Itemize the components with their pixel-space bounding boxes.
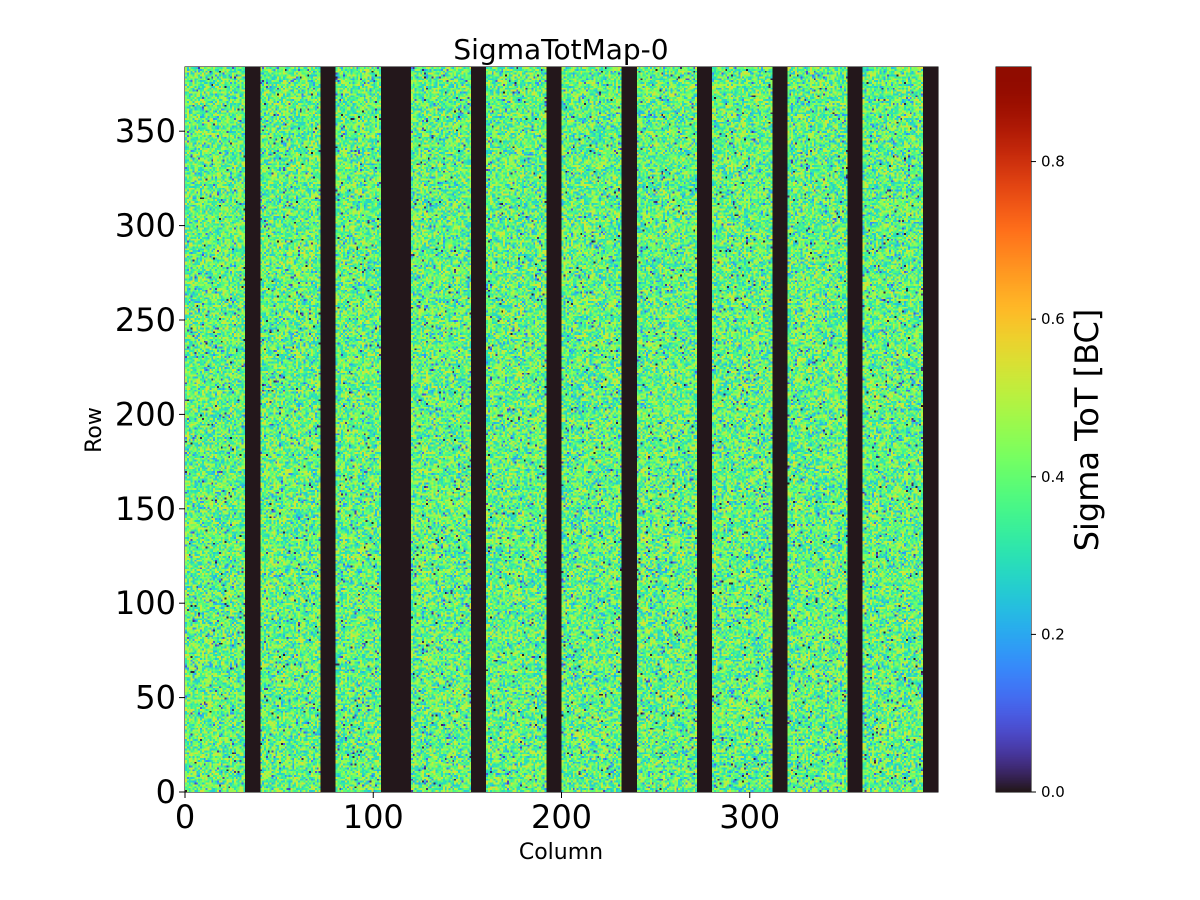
x-tick-label: 300 [719,798,780,836]
y-tick-label: 200 [115,395,176,433]
y-axis-ticks: 0 50 100 150 200 250 300 350 [115,112,185,811]
colorbar-label: Sigma ToT [BC] [1068,309,1106,552]
y-tick-label: 250 [115,301,176,339]
y-tick-label: 150 [115,490,176,528]
colorbar-ticks: 0.0 0.2 0.4 0.6 0.8 [1031,153,1065,801]
x-axis-label: Column [519,840,603,865]
colorbar [996,67,1031,792]
y-axis-label: Row [82,407,107,453]
colorbar-tick-label: 0.2 [1041,625,1065,643]
chart-title: SigmaTotMap-0 [453,33,668,66]
y-tick-label: 50 [135,679,176,717]
colorbar-tick-label: 0.4 [1041,468,1065,486]
x-tick-label: 200 [531,798,592,836]
heatmap-image [185,67,938,792]
y-tick-label: 300 [115,207,176,245]
colorbar-tick-label: 0.0 [1041,783,1065,801]
y-tick-label: 0 [156,773,176,811]
x-tick-label: 0 [175,798,195,836]
x-axis-ticks: 0 100 200 300 [175,792,780,836]
y-tick-label: 350 [115,112,176,150]
colorbar-tick-label: 0.6 [1041,310,1065,328]
x-tick-label: 100 [343,798,404,836]
colorbar-tick-label: 0.8 [1041,153,1065,171]
y-tick-label: 100 [115,584,176,622]
